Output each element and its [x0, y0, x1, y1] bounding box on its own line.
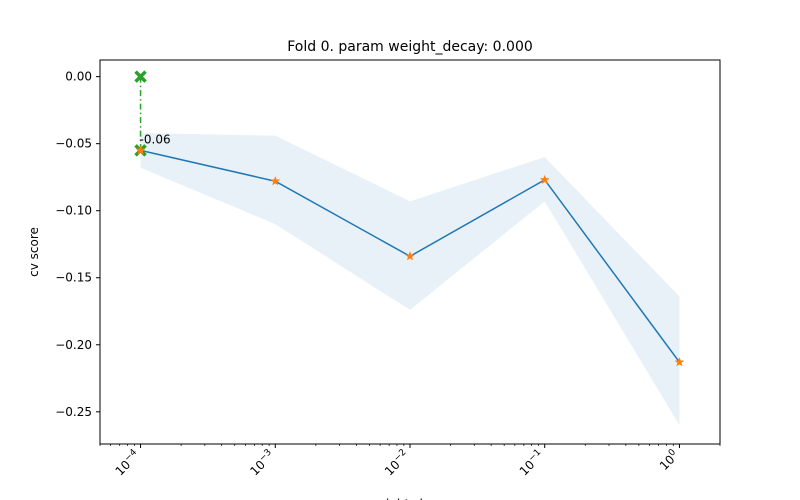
- x-tick-label: 10−2: [381, 448, 412, 479]
- confidence-band: [140, 132, 680, 426]
- confidence-band-layer: [140, 132, 680, 426]
- y-tick-label: −0.25: [55, 405, 92, 419]
- x-tick-label: 10−3: [247, 448, 278, 479]
- x-axis-ticks: 10−4 10−3 10−2 10−1 100: [99, 444, 721, 479]
- data-point-marker: [135, 145, 146, 155]
- x-tick-label: 10−4: [112, 447, 143, 478]
- data-point-marker: [539, 174, 550, 185]
- x-tick-label: 100: [656, 447, 682, 473]
- y-axis-ticks: 0.00 −0.05 −0.10 −0.15 −0.20 −0.25: [55, 70, 100, 419]
- chart-title: Fold 0. param weight_decay: 0.000: [287, 39, 533, 55]
- data-point-marker: [674, 356, 685, 367]
- data-point-marker: [270, 175, 281, 186]
- data-point-marker: [405, 251, 415, 261]
- best-score-annotation: -0.06: [140, 132, 171, 146]
- y-axis-label: cv score: [27, 227, 41, 277]
- x-axis-label: weight_decay: [369, 497, 452, 500]
- best-top-marker: [134, 70, 147, 83]
- y-tick-label: −0.05: [55, 137, 92, 151]
- series-marker-layer: [135, 145, 685, 367]
- y-tick-label: −0.10: [55, 204, 92, 218]
- y-tick-label: 0.00: [65, 70, 92, 84]
- x-tick-label: 10−1: [516, 448, 547, 479]
- y-tick-label: −0.15: [55, 271, 92, 285]
- y-tick-label: −0.20: [55, 338, 92, 352]
